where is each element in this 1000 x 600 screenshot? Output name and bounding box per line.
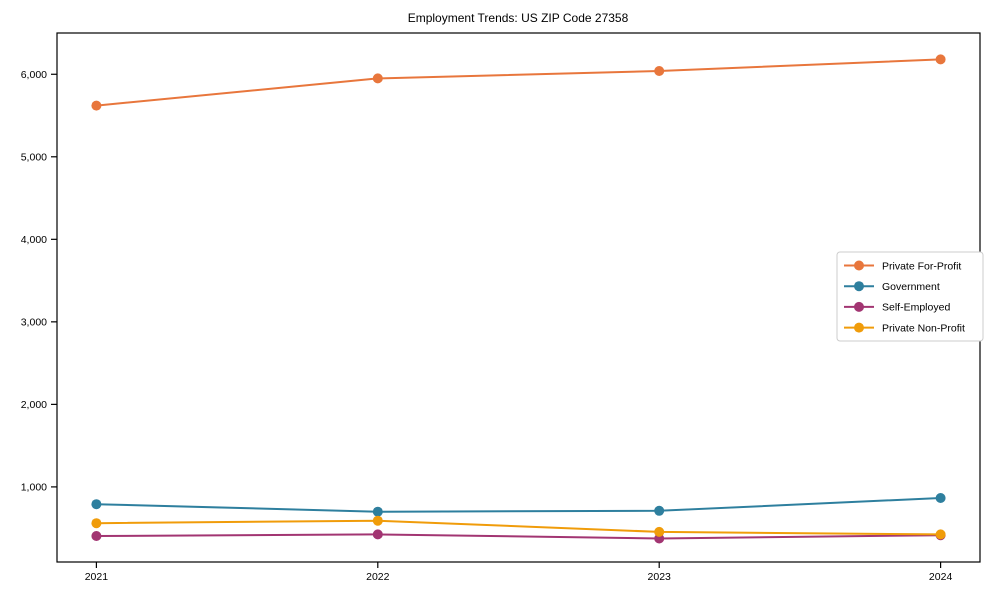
data-point xyxy=(91,100,102,111)
legend-item: Government xyxy=(844,281,940,293)
legend-item: Private Non-Profit xyxy=(844,322,965,334)
legend-marker xyxy=(854,260,864,271)
y-tick-label: 1,000 xyxy=(21,482,47,494)
x-tick-label: 2022 xyxy=(366,571,390,583)
data-point xyxy=(372,506,383,517)
chart-title: Employment Trends: US ZIP Code 27358 xyxy=(407,11,629,25)
data-point xyxy=(372,529,383,540)
x-tick-label: 2021 xyxy=(85,571,109,583)
legend-marker xyxy=(854,322,864,333)
legend-marker xyxy=(854,301,864,312)
y-tick-label: 4,000 xyxy=(21,234,47,246)
data-point xyxy=(654,526,665,537)
y-tick-label: 6,000 xyxy=(21,69,47,81)
legend: Private For-Profit Government Self-Employe… xyxy=(836,251,984,342)
data-point xyxy=(935,493,946,503)
y-tick-label: 5,000 xyxy=(21,151,47,163)
series-line-self-employed xyxy=(96,533,941,540)
data-point xyxy=(654,66,665,76)
plot-border xyxy=(56,32,981,563)
data-point xyxy=(372,515,383,526)
x-tick-label: 2023 xyxy=(648,571,672,583)
y-tick-label: 2,000 xyxy=(21,399,47,411)
data-point xyxy=(935,529,946,540)
data-point xyxy=(654,505,665,516)
series-line-private-for-profit xyxy=(96,58,941,107)
data-point xyxy=(91,499,102,510)
data-point xyxy=(91,531,102,541)
data-point xyxy=(91,518,102,529)
legend-item: Self-Employed xyxy=(844,302,950,314)
legend-label: Self-Employed xyxy=(882,302,950,314)
series-line-government xyxy=(96,497,941,513)
y-tick-label: 3,000 xyxy=(21,317,47,329)
series-line-private-non-profit xyxy=(96,519,941,536)
legend-marker xyxy=(854,281,864,292)
legend-item: Private For-Profit xyxy=(844,260,961,272)
x-tick-label: 2024 xyxy=(929,571,953,583)
legend-box xyxy=(836,251,984,342)
data-point xyxy=(372,73,383,84)
legend-label: Private Non-Profit xyxy=(882,322,965,334)
data-point xyxy=(935,54,946,65)
legend-label: Private For-Profit xyxy=(882,260,961,272)
legend-label: Government xyxy=(882,281,940,293)
